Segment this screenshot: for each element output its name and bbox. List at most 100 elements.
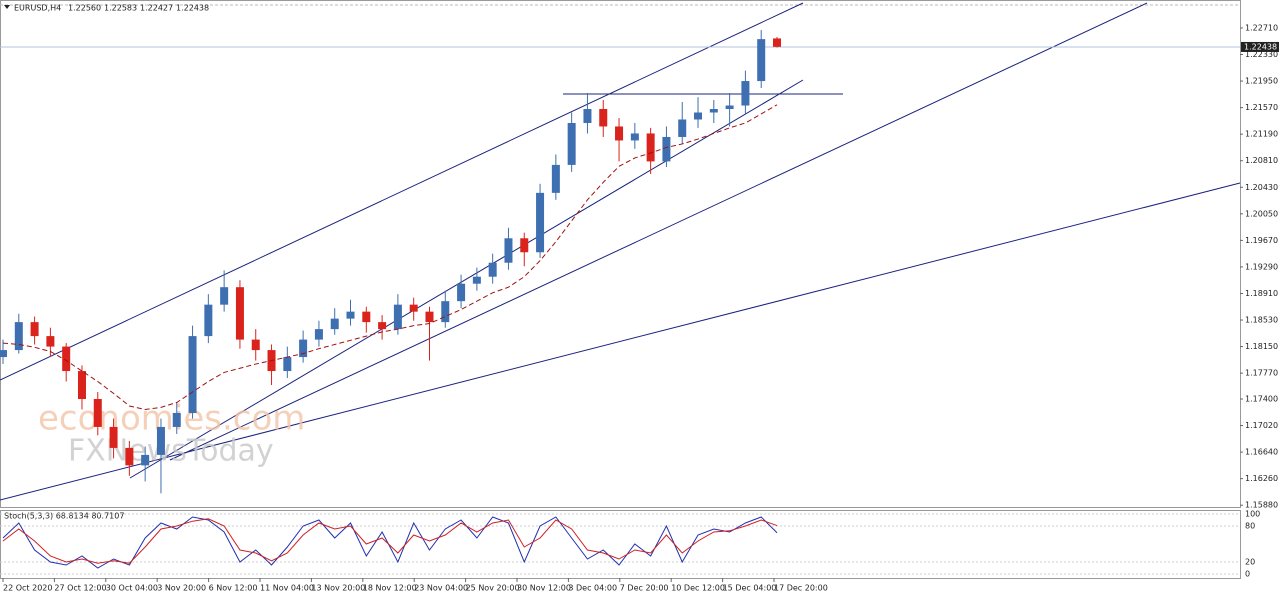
header-value: 1.22438 [176,4,209,13]
candle-body [188,336,197,413]
trendline [129,79,804,479]
candle-body [583,109,592,123]
y-tick-label: 1.20810 [1245,156,1278,165]
candle-body [314,329,323,340]
candle-body [125,447,134,466]
trendline [169,2,1148,461]
x-tick-label: 11 Nov 04:00 [260,584,314,593]
y-tick-label: 1.20050 [1245,209,1278,218]
x-tick-label: 25 Nov 20:00 [466,584,520,593]
candle-body [709,109,718,113]
candle-body [504,238,513,263]
candle-body [409,304,418,312]
y-tick-label: 1.18530 [1245,316,1278,325]
candle-body [425,311,434,323]
candle-body [46,336,55,347]
candle-body [204,304,213,337]
y-tick-label: 1.22710 [1245,23,1278,32]
y-tick-label: 1.17400 [1245,394,1278,403]
candle-body [757,39,766,82]
candle-body [646,133,655,162]
candle-body [615,126,624,141]
candle-body [330,318,339,330]
stoch-tick-label: 20 [1245,558,1255,567]
candle-body [488,262,497,277]
candle-body [62,346,71,372]
main-frame [0,0,1241,508]
candle-body [156,426,165,455]
x-tick-label: 30 Nov 12:00 [517,584,571,593]
x-tick-label: 13 Nov 20:00 [311,584,365,593]
candle-body [551,164,560,193]
x-tick-label: 3 Nov 20:00 [157,584,206,593]
candle-body [725,105,734,110]
candle-body [235,287,244,340]
y-tick-label: 1.21190 [1245,130,1278,139]
stoch-line [2,518,778,564]
candle-body [662,136,671,162]
y-tick-label: 1.21570 [1245,103,1278,112]
candle-body [457,283,466,302]
x-tick-label: 6 Nov 12:00 [209,584,258,593]
watermark: FXNewsToday [68,434,274,469]
candle-body [109,426,118,448]
x-tick-label: 18 Nov 12:00 [363,584,417,593]
header-value: 1.22427 [140,4,173,13]
symbol: EURUSD,H4 [14,4,61,13]
y-tick-label: 1.22330 [1245,50,1278,59]
stoch-label: Stoch(5,3,3) 68.8134 80.7107 [4,512,124,521]
candle-body [14,322,23,351]
y-tick-label: 1.19670 [1245,236,1278,245]
y-tick-label: 1.17020 [1245,421,1278,430]
trendline [0,2,804,381]
candle-body [536,192,545,253]
candle-body [378,322,387,330]
y-tick-label: 1.18910 [1245,289,1278,298]
candle-body [299,339,308,358]
x-tick-label: 27 Oct 12:00 [54,584,106,593]
header-value: 1.22560 [68,4,101,13]
candle-body [93,398,102,427]
stoch-tick-label: 0 [1245,570,1250,579]
price-label: 1.22438 [1244,42,1277,51]
candle-body [251,339,260,351]
x-tick-label: 7 Dec 20:00 [620,584,669,593]
y-tick-label: 1.15880 [1245,501,1278,510]
dropdown-icon [4,5,10,9]
y-tick-label: 1.20430 [1245,183,1278,192]
candle-body [678,119,687,137]
candle-body [773,38,781,47]
candle-body [393,304,402,330]
header-value: 1.22583 [104,4,137,13]
candle-body [741,81,750,106]
x-tick-label: 30 Oct 04:00 [106,584,158,593]
candle-body [599,109,608,127]
candle-body [172,412,181,427]
stoch-tick-label: 100 [1245,510,1260,519]
trendline [0,182,1241,501]
y-tick-label: 1.16640 [1245,448,1278,457]
candle-body [362,311,371,323]
candle-body [283,357,292,372]
x-tick-label: 23 Nov 04:00 [414,584,468,593]
candle-body [0,350,7,358]
y-tick-label: 1.19290 [1245,262,1278,271]
y-tick-label: 1.16260 [1245,474,1278,483]
x-tick-label: 10 Dec 12:00 [671,584,725,593]
y-tick-label: 1.17770 [1245,369,1278,378]
candle-body [141,454,150,466]
y-tick-label: 1.18150 [1245,342,1278,351]
candle-body [441,301,450,323]
candle-body [694,112,703,120]
price-box [1241,41,1279,52]
candle-body [567,122,576,165]
candle-body [520,238,529,253]
candle-body [346,311,355,319]
watermark: economies.com [38,399,305,439]
x-tick-label: 17 Dec 20:00 [774,584,828,593]
moving-average [2,104,778,410]
candle-body [77,371,86,399]
y-tick-label: 1.21950 [1245,77,1278,86]
candle-body [630,133,639,141]
